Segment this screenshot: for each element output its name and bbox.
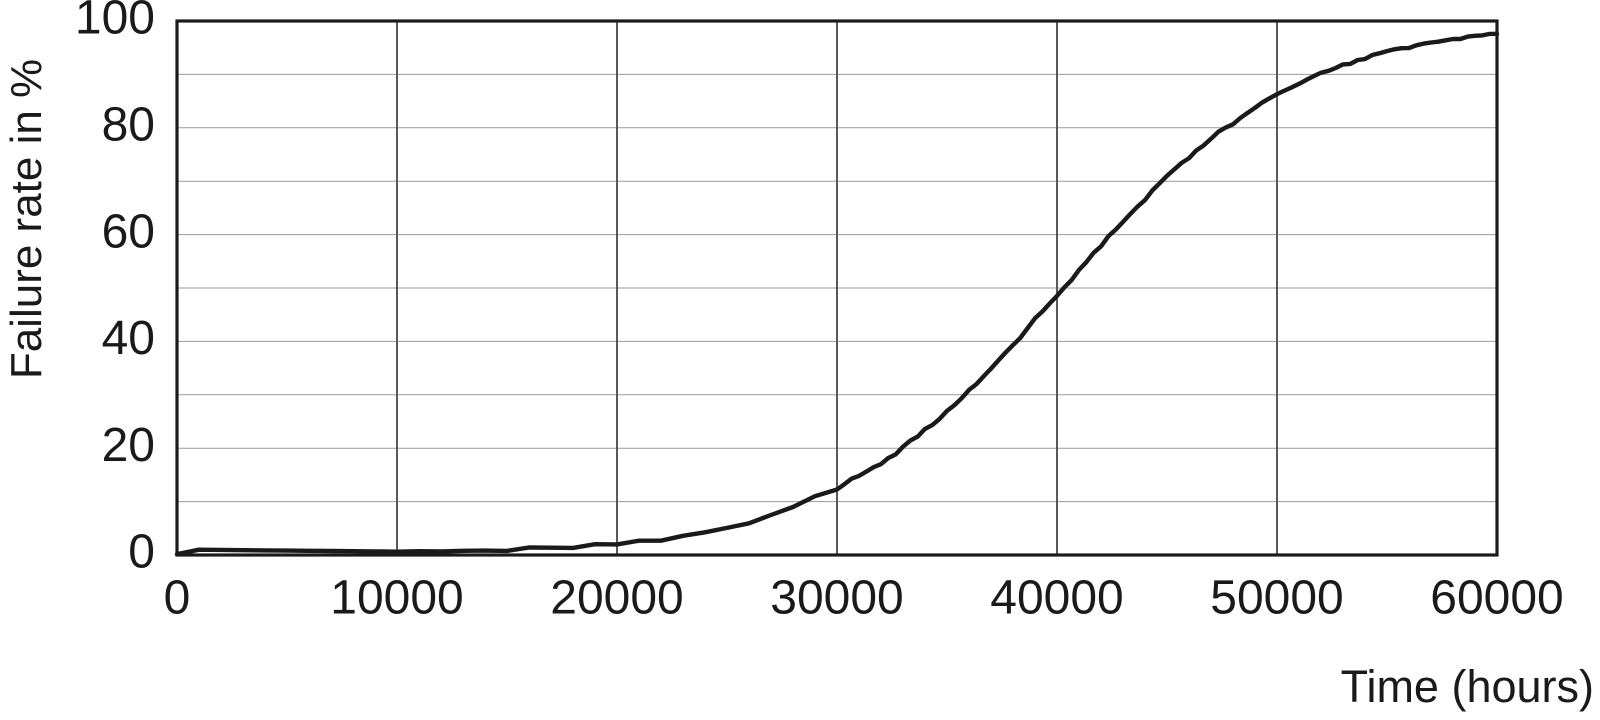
svg-text:40000: 40000 <box>990 572 1123 625</box>
svg-text:30000: 30000 <box>770 572 903 625</box>
svg-text:60000: 60000 <box>1430 572 1563 625</box>
svg-text:80: 80 <box>102 98 155 151</box>
svg-text:100: 100 <box>75 0 155 45</box>
svg-text:0: 0 <box>128 526 155 579</box>
svg-text:Failure rate in %: Failure rate in % <box>2 59 51 379</box>
svg-text:0: 0 <box>164 572 191 625</box>
svg-text:Time (hours): Time (hours) <box>1341 661 1594 712</box>
svg-text:40: 40 <box>102 312 155 365</box>
svg-text:20: 20 <box>102 419 155 472</box>
svg-text:50000: 50000 <box>1210 572 1343 625</box>
svg-text:10000: 10000 <box>330 572 463 625</box>
svg-text:20000: 20000 <box>550 572 683 625</box>
svg-text:60: 60 <box>102 205 155 258</box>
